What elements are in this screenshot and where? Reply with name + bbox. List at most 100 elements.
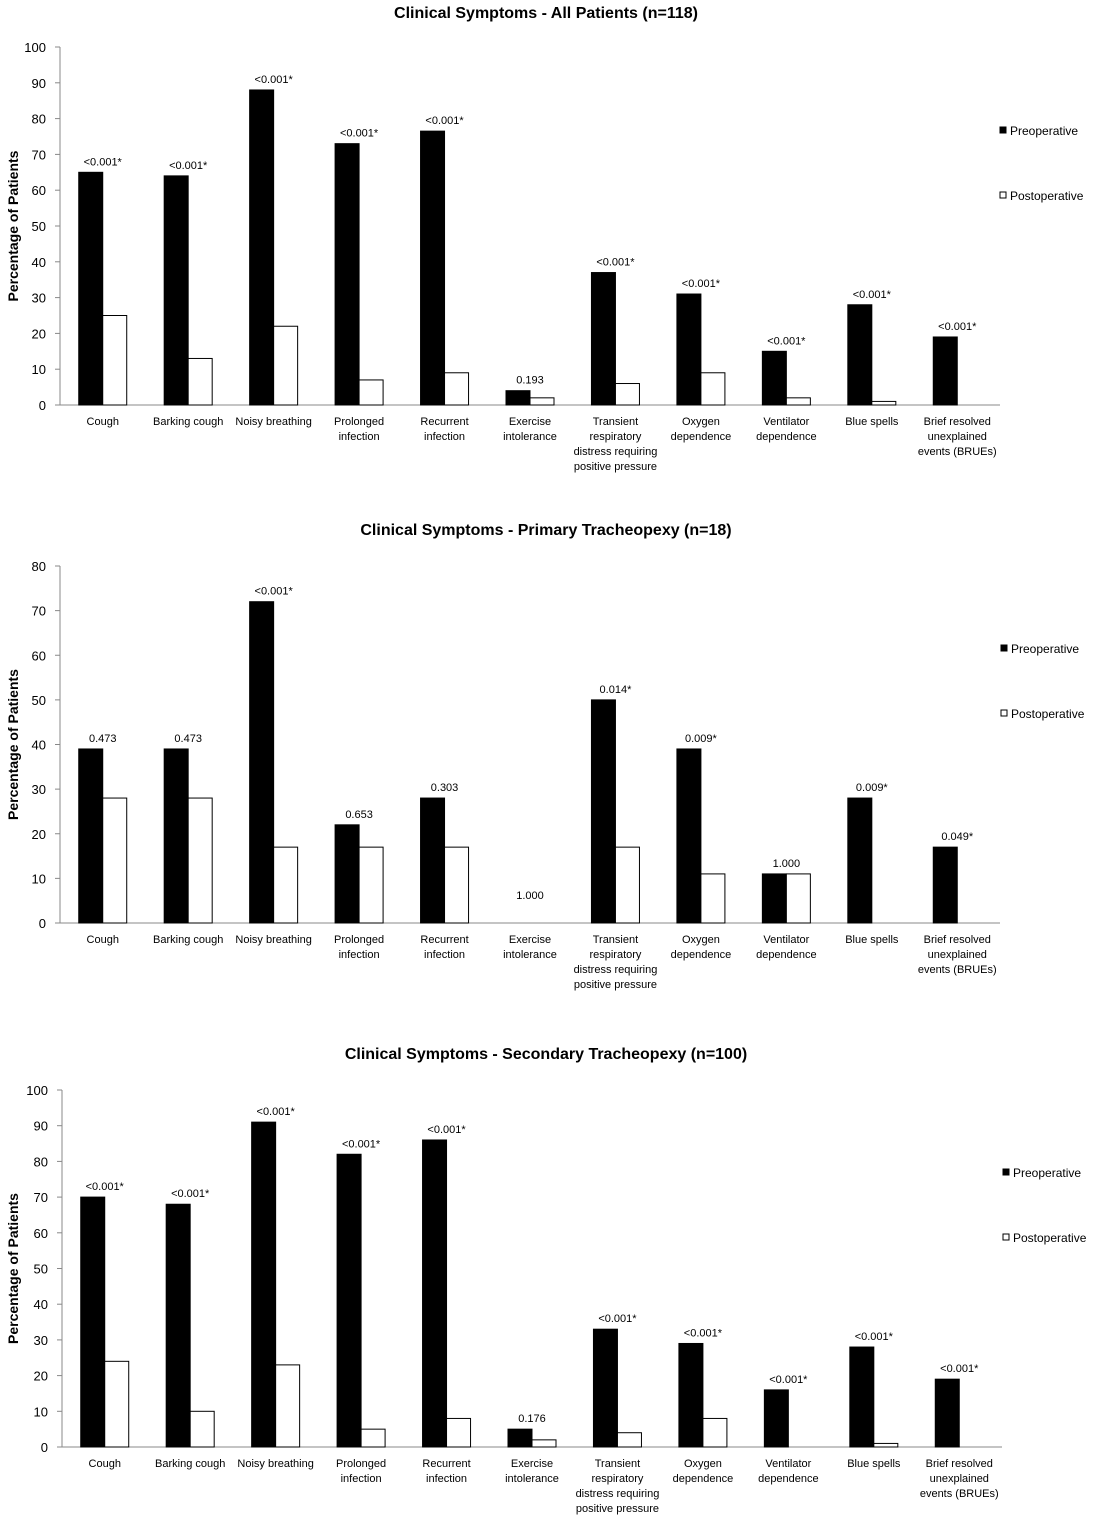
x-tick-label: Oxygen dependence [671,934,732,961]
x-tick-label: Prolonged infection [334,416,384,443]
x-tick-label: Recurrent infection [422,1458,470,1485]
p-value-label: <0.001* [598,1313,637,1325]
bar-preoperative [334,824,360,924]
p-value-label: <0.001* [86,1181,125,1193]
y-tick-label: 20 [32,827,46,842]
x-tick-label: Brief resolved unexplained events (BRUEs) [920,1458,999,1500]
chart-panel-3: Clinical Symptoms - Secondary Tracheopex… [5,1046,1087,1515]
y-tick-label: 0 [39,916,46,931]
p-value-label: 0.473 [89,733,117,745]
y-tick-label: 60 [32,183,46,198]
bar-preoperative [932,846,958,924]
bar-postoperative [616,1432,642,1448]
y-tick-label: 10 [32,871,46,886]
legend-label: Preoperative [1013,1166,1081,1180]
legend-label: Preoperative [1010,124,1078,138]
x-tick-label: Ventilator dependence [756,416,817,443]
bar-preoperative [420,130,446,406]
bar-postoperative [702,1417,728,1448]
bar-postoperative [614,846,640,924]
p-value-label: <0.001* [940,1363,979,1375]
legend-swatch-postoperative [999,191,1007,199]
p-value-label: 0.193 [516,375,544,387]
bar-postoperative [358,846,384,924]
x-tick-label: Noisy breathing [235,934,311,946]
p-value-label: <0.001* [171,1188,210,1200]
bar-preoperative [592,1328,618,1448]
x-tick-label: Prolonged infection [334,934,384,961]
bar-postoperative [700,873,726,924]
y-tick-label: 10 [34,1404,48,1419]
y-tick-label: 10 [32,362,46,377]
bar-postoperative [275,1364,301,1448]
x-tick-label: Recurrent infection [420,934,468,961]
p-value-label: <0.001* [255,74,294,86]
bar-preoperative [420,797,446,924]
y-tick-label: 20 [32,326,46,341]
bar-preoperative [590,272,616,406]
y-tick-label: 40 [32,255,46,270]
y-tick-label: 80 [32,559,46,574]
bar-postoperative [871,400,897,406]
bar-postoperative [187,357,213,406]
bar-preoperative [334,143,360,406]
p-value-label: 0.303 [431,782,459,794]
p-value-label: <0.001* [684,1327,723,1339]
y-tick-label: 90 [32,76,46,91]
p-value-label: 0.653 [345,809,373,821]
x-tick-label: Blue spells [845,416,899,428]
bar-postoperative [189,1410,215,1448]
bar-preoperative [249,601,275,924]
x-tick-label: Brief resolved unexplained events (BRUEs) [918,934,997,976]
bar-preoperative [249,89,275,406]
bar-preoperative [934,1378,960,1448]
y-tick-label: 30 [32,291,46,306]
bar-preoperative [932,336,958,406]
bar-preoperative [763,1389,789,1448]
y-tick-label: 70 [32,604,46,619]
bar-postoperative [446,1417,472,1448]
p-value-label: 0.009* [856,782,889,794]
y-tick-label: 20 [34,1369,48,1384]
x-tick-label: Noisy breathing [235,416,311,428]
bar-postoperative [873,1442,899,1448]
bar-postoperative [444,372,470,406]
y-tick-label: 90 [34,1119,48,1134]
y-tick-label: 80 [32,112,46,127]
legend-label: Postoperative [1010,189,1084,203]
x-tick-label: Blue spells [847,1458,901,1470]
y-tick-label: 50 [32,693,46,708]
p-value-label: <0.001* [169,160,208,172]
bar-postoperative [614,383,640,406]
bar-postoperative [529,397,555,406]
x-tick-label: Barking cough [153,416,223,428]
bar-postoperative [104,1360,130,1448]
bar-preoperative [78,171,104,406]
x-tick-label: Recurrent infection [420,416,468,443]
bar-postoperative [102,797,128,924]
x-tick-label: Oxygen dependence [673,1458,734,1485]
bar-preoperative [676,293,702,406]
p-value-label: 0.049* [941,831,974,843]
y-tick-label: 60 [34,1226,48,1241]
p-value-label: 0.473 [174,733,202,745]
chart-title: Clinical Symptoms - Primary Tracheopexy … [360,522,731,539]
legend-label: Postoperative [1011,707,1085,721]
chart-title: Clinical Symptoms - All Patients (n=118) [394,5,698,22]
p-value-label: <0.001* [255,586,294,598]
bar-postoperative [187,797,213,924]
bar-preoperative [678,1342,704,1448]
bar-preoperative [676,748,702,924]
bar-preoperative [849,1346,875,1448]
p-value-label: 0.176 [518,1413,546,1425]
bar-postoperative [444,846,470,924]
bar-preoperative [590,699,616,924]
p-value-label: <0.001* [257,1106,296,1118]
p-value-label: 1.000 [773,858,801,870]
p-value-label: <0.001* [425,115,464,127]
legend-swatch-preoperative [1000,644,1008,652]
y-tick-label: 40 [34,1297,48,1312]
legend-label: Preoperative [1011,642,1079,656]
x-tick-label: Transient respiratory distress requiring po… [574,416,658,473]
